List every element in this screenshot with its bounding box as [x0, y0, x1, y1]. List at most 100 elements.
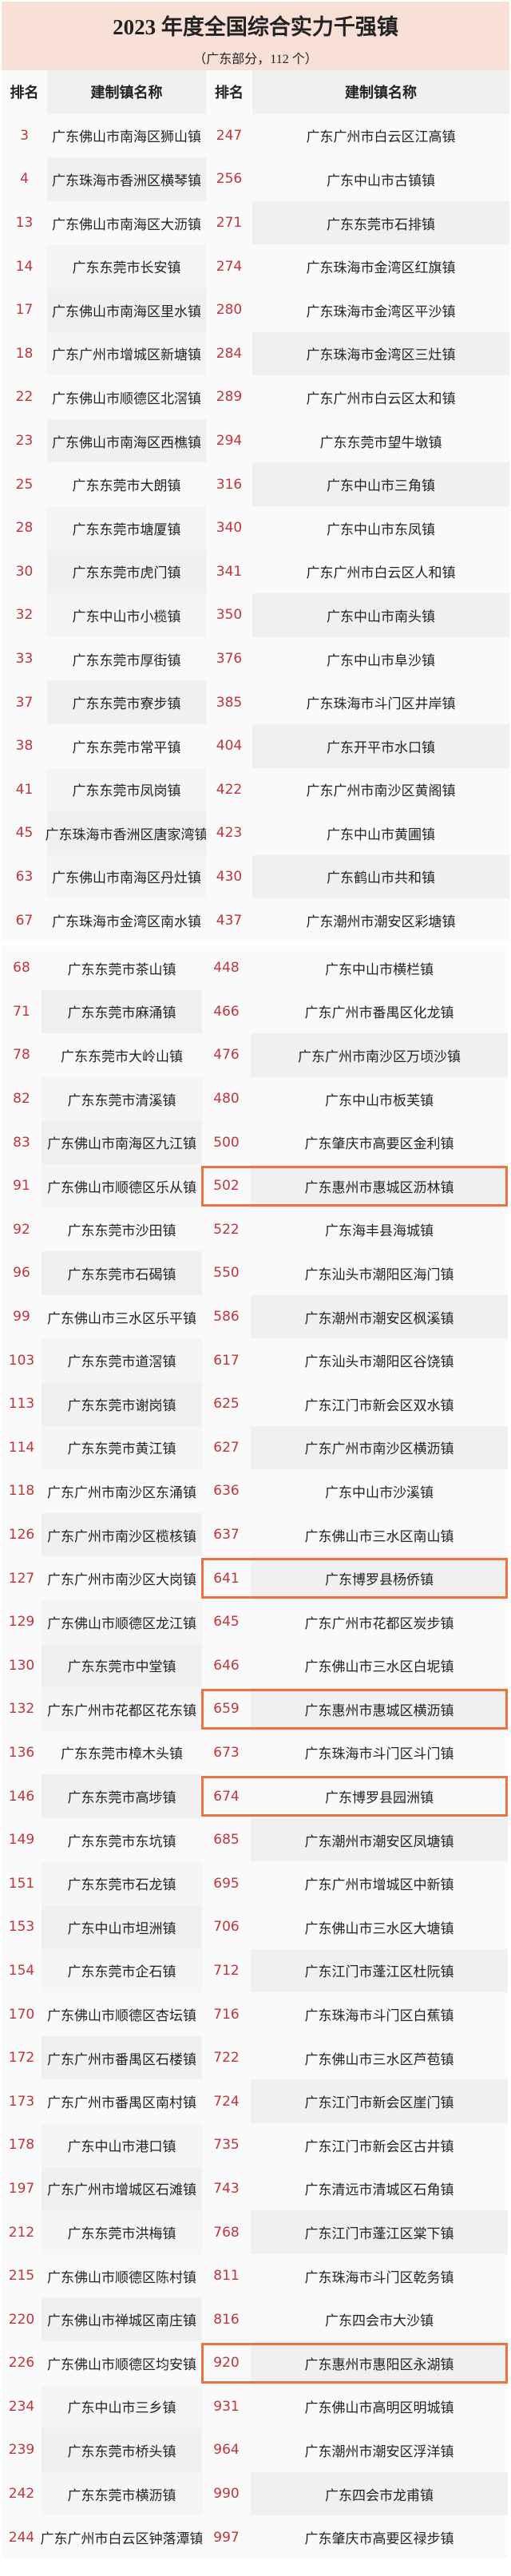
- rank-cell: 13: [2, 200, 47, 245]
- town-name-cell: 广东东莞市麻涌镇: [42, 989, 202, 1034]
- table-row: 37 广东东莞市寮步镇 385 广东珠海市斗门区井岸镇: [2, 680, 509, 724]
- table-row: 136 广东东莞市樟木头镇 673 广东珠海市斗门区斗门镇: [2, 1730, 509, 1775]
- town-name-cell: 广东东莞市寮步镇: [47, 680, 206, 724]
- table-row: 242 广东东莞市横沥镇 990 广东四会市龙甫镇: [2, 2471, 509, 2516]
- rank-cell: 68: [2, 946, 42, 990]
- table-row: 197 广东广州市增城区石滩镇 743 广东清远市清城区石角镇: [2, 2166, 509, 2211]
- town-name-cell: 广东潮州市潮安区枫溪镇: [251, 1294, 508, 1339]
- rank-cell: 316: [206, 462, 252, 506]
- table-header-row: 排名 建制镇名称 排名 建制镇名称: [2, 70, 509, 114]
- town-name-cell: 广东汕头市潮阳区海门镇: [251, 1251, 508, 1295]
- town-name-cell: 广东佛山市南海区大沥镇: [47, 200, 206, 245]
- rank-cell: 931: [202, 2384, 251, 2429]
- rank-cell: 712: [202, 1948, 251, 1993]
- town-name-cell: 广东潮州市潮安区浮洋镇: [251, 2428, 508, 2472]
- title-banner: 2023 年度全国综合实力千强镇 （广东部分，112 个）: [2, 2, 509, 70]
- rank-cell: 289: [206, 375, 252, 419]
- rank-cell: 685: [202, 1817, 251, 1862]
- town-name-cell: 广东江门市新会区古井镇: [251, 2123, 508, 2167]
- town-name-cell: 广东潮州市潮安区凤塘镇: [251, 1817, 508, 1862]
- town-name-cell: 广东东莞市桥头镇: [42, 2428, 202, 2472]
- rank-cell: 550: [202, 1251, 251, 1295]
- table-row: 38 广东东莞市常平镇 404 广东开平市水口镇: [2, 723, 509, 768]
- rank-cell: 41: [2, 767, 47, 812]
- town-name-cell: 广东鹤山市共和镇: [252, 854, 509, 899]
- table-row: 130 广东东莞市中堂镇 646 广东佛山市三水区白坭镇: [2, 1643, 509, 1688]
- rank-cell: 197: [2, 2166, 42, 2211]
- town-name-cell: 广东海丰县海城镇: [251, 1207, 508, 1252]
- town-name-cell: 广东中山市南头镇: [252, 593, 509, 637]
- town-name-cell: 广东东莞市塘厦镇: [47, 505, 206, 550]
- table-row: 4 广东珠海市香洲区横琴镇 256 广东中山市古镇镇: [2, 157, 509, 201]
- rank-cell: 99: [2, 1294, 42, 1339]
- town-name-cell: 广东广州市白云区钟落潭镇: [41, 2515, 204, 2559]
- rank-cell: 129: [2, 1599, 42, 1644]
- table-row: 33 广东东莞市厚街镇 376 广东中山市阜沙镇: [2, 636, 509, 681]
- table-row: 118 广东广州市南沙区东涌镇 636 广东中山市沙溪镇: [2, 1469, 509, 1513]
- rank-cell: 151: [2, 1861, 42, 1906]
- rank-cell: 22: [2, 375, 47, 419]
- rank-cell: 659: [202, 1687, 251, 1731]
- town-name-cell: 广东东莞市石排镇: [252, 200, 509, 245]
- page-title: 2023 年度全国综合实力千强镇: [113, 15, 398, 39]
- rank-cell: 63: [2, 854, 47, 899]
- rank-cell: 743: [202, 2166, 251, 2211]
- table-row: 170 广东佛山市顺德区杏坛镇 716 广东珠海市斗门区白蕉镇: [2, 1992, 509, 2036]
- rank-cell: 28: [2, 505, 47, 550]
- table-row: 13 广东佛山市南海区大沥镇 271 广东东莞市石排镇: [2, 200, 509, 245]
- rank-cell: 170: [2, 1992, 42, 2036]
- town-name-cell: 广东中山市东凤镇: [252, 505, 509, 550]
- rank-cell: 423: [206, 811, 252, 855]
- town-name-cell: 广东惠州市惠城区沥林镇: [251, 1163, 508, 1208]
- rank-cell: 437: [206, 898, 252, 942]
- page-subtitle: （广东部分，112 个）: [193, 53, 318, 66]
- header-town-name: 建制镇名称: [47, 70, 206, 114]
- town-name-cell: 广东广州市番禺区石楼镇: [42, 2035, 202, 2080]
- table-row: 78 广东东莞市大岭山镇 476 广东广州市南沙区万顷沙镇: [2, 1033, 509, 1077]
- town-name-cell: 广东广州市白云区江高镇: [252, 113, 509, 158]
- town-name-cell: 广东佛山市三水区乐平镇: [42, 1294, 202, 1339]
- rank-cell: 226: [2, 2341, 42, 2385]
- rank-cell: 113: [2, 1381, 42, 1426]
- rank-cell: 172: [2, 2035, 42, 2080]
- rank-cell: 23: [2, 418, 47, 463]
- rank-cell: 645: [202, 1599, 251, 1644]
- rank-cell: 17: [2, 287, 47, 332]
- town-name-cell: 广东佛山市高明区明城镇: [251, 2384, 508, 2429]
- town-name-cell: 广东惠州市惠阳区永湖镇: [251, 2341, 508, 2385]
- town-name-cell: 广东东莞市厚街镇: [47, 636, 206, 681]
- town-name-cell: 广东广州市增城区中新镇: [251, 1861, 508, 1906]
- rank-cell: 816: [202, 2297, 251, 2341]
- rank-cell: 14: [2, 244, 47, 288]
- rank-cell: 18: [2, 331, 47, 376]
- town-name-cell: 广东广州市花都区花东镇: [42, 1687, 202, 1731]
- rank-cell: 234: [2, 2384, 42, 2429]
- town-name-cell: 广东佛山市南海区九江镇: [42, 1120, 202, 1164]
- table-row: 71 广东东莞市麻涌镇 466 广东广州市番禺区化龙镇: [2, 989, 509, 1034]
- town-name-cell: 广东佛山市顺德区陈村镇: [42, 2253, 202, 2298]
- table-row: 173 广东广州市番禺区南村镇 724 广东江门市新会区崖门镇: [2, 2079, 509, 2124]
- town-name-cell: 广东东莞市常平镇: [47, 723, 206, 768]
- town-name-cell: 广东广州市南沙区黄阁镇: [252, 767, 509, 812]
- town-name-cell: 广东江门市新会区崖门镇: [251, 2079, 508, 2124]
- table-row: 239 广东东莞市桥头镇 964 广东潮州市潮安区浮洋镇: [2, 2428, 509, 2472]
- town-name-cell: 广东中山市沙溪镇: [251, 1469, 508, 1513]
- rank-cell: 284: [206, 331, 252, 376]
- town-name-cell: 广东东莞市茶山镇: [42, 946, 202, 990]
- rank-cell: 33: [2, 636, 47, 681]
- town-name-cell: 广东潮州市潮安区彩塘镇: [252, 898, 509, 942]
- rank-cell: 271: [206, 200, 252, 245]
- town-name-cell: 广东广州市番禺区化龙镇: [251, 989, 508, 1034]
- rank-cell: 91: [2, 1163, 42, 1208]
- town-name-cell: 广东江门市蓬江区棠下镇: [251, 2210, 508, 2254]
- rank-cell: 706: [202, 1905, 251, 1949]
- rank-cell: 146: [2, 1774, 42, 1818]
- town-name-cell: 广东东莞市谢岗镇: [42, 1381, 202, 1426]
- table-row: 154 广东东莞市企石镇 712 广东江门市蓬江区杜阮镇: [2, 1948, 509, 1993]
- town-name-cell: 广东广州市白云区人和镇: [252, 549, 509, 594]
- rank-cell: 341: [206, 549, 252, 594]
- table-row: 67 广东珠海市金湾区南水镇 437 广东潮州市潮安区彩塘镇: [2, 898, 509, 942]
- table-row: 215 广东佛山市顺德区陈村镇 811 广东珠海市斗门区乾务镇: [2, 2253, 509, 2298]
- rank-cell: 178: [2, 2123, 42, 2167]
- town-name-cell: 广东广州市南沙区榄核镇: [42, 1512, 202, 1557]
